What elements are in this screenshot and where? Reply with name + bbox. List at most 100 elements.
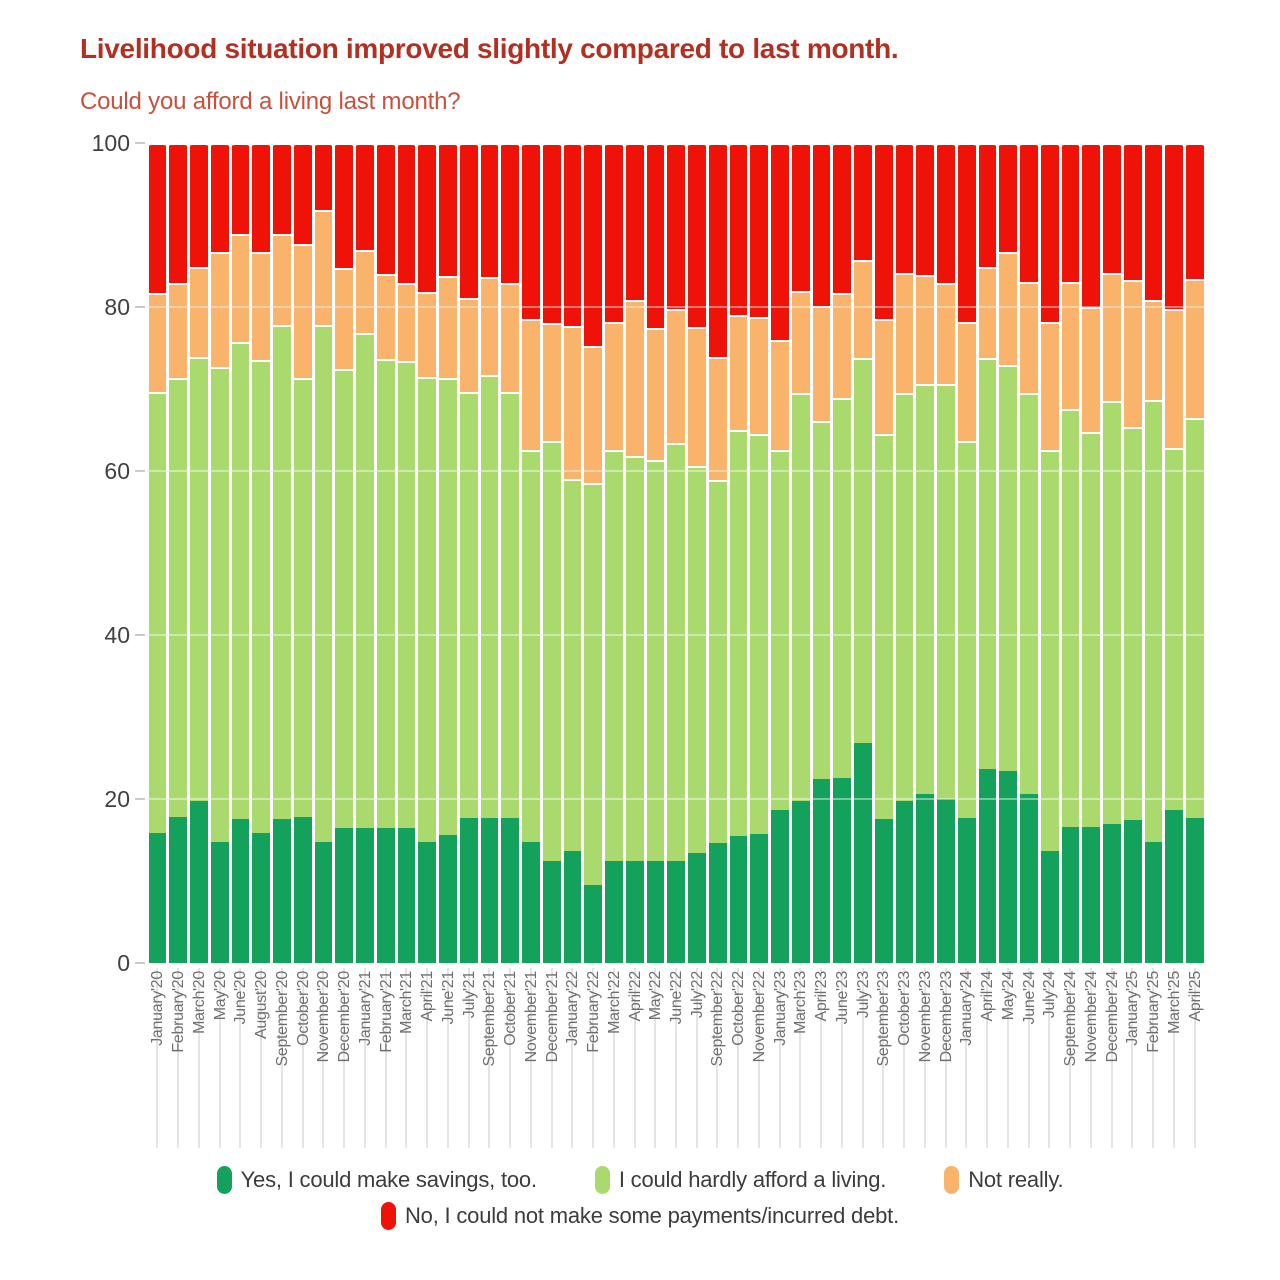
bar-segment[interactable]: [190, 266, 208, 358]
bar-segment[interactable]: [542, 861, 561, 963]
bar-segment[interactable]: [1040, 851, 1059, 963]
bar-segment[interactable]: [771, 810, 789, 963]
bar-segment[interactable]: [335, 267, 353, 369]
bar-segment[interactable]: [584, 143, 602, 347]
bar-segment[interactable]: [1103, 272, 1121, 402]
bar-segment[interactable]: [293, 243, 312, 378]
bar-December-21[interactable]: [541, 143, 562, 963]
bar-segment[interactable]: [314, 842, 333, 963]
bar-segment[interactable]: [542, 440, 561, 862]
bar-segment[interactable]: [169, 283, 187, 378]
bar-segment[interactable]: [501, 392, 519, 818]
bar-segment[interactable]: [999, 143, 1017, 253]
bar-March-22[interactable]: [604, 143, 625, 963]
bar-segment[interactable]: [625, 861, 644, 963]
bar-segment[interactable]: [335, 143, 353, 268]
bar-segment[interactable]: [1186, 817, 1204, 963]
bar-segment[interactable]: [874, 319, 893, 435]
bar-segment[interactable]: [688, 466, 706, 854]
bar-segment[interactable]: [771, 143, 789, 340]
bar-segment[interactable]: [646, 460, 665, 862]
bar-January-24[interactable]: [956, 143, 977, 963]
bar-segment[interactable]: [522, 842, 540, 963]
bar-segment[interactable]: [895, 393, 914, 802]
bar-segment[interactable]: [480, 143, 499, 277]
bar-segment[interactable]: [190, 357, 208, 801]
bar-segment[interactable]: [563, 325, 582, 480]
bar-segment[interactable]: [418, 292, 436, 377]
bar-segment[interactable]: [563, 479, 582, 851]
bar-September-23[interactable]: [873, 143, 894, 963]
bar-segment[interactable]: [210, 252, 229, 367]
bar-segment[interactable]: [522, 449, 540, 843]
bar-February-21[interactable]: [375, 143, 396, 963]
bar-September-20[interactable]: [272, 143, 293, 963]
bar-segment[interactable]: [1020, 143, 1038, 283]
bar-segment[interactable]: [563, 143, 582, 326]
bar-segment[interactable]: [439, 143, 457, 276]
bar-segment[interactable]: [376, 274, 395, 359]
bar-April-22[interactable]: [624, 143, 645, 963]
bar-segment[interactable]: [314, 143, 333, 211]
bar-segment[interactable]: [356, 333, 374, 828]
bar-segment[interactable]: [1061, 408, 1080, 827]
bar-segment[interactable]: [148, 293, 167, 393]
bar-April-21[interactable]: [417, 143, 438, 963]
bar-segment[interactable]: [854, 260, 872, 358]
bar-segment[interactable]: [459, 817, 478, 963]
bar-March-21[interactable]: [396, 143, 417, 963]
bar-segment[interactable]: [978, 769, 997, 963]
bar-September-21[interactable]: [479, 143, 500, 963]
legend-item-0[interactable]: Yes, I could make savings, too.: [216, 1166, 537, 1194]
bar-segment[interactable]: [895, 801, 914, 963]
bar-segment[interactable]: [252, 252, 270, 361]
bar-segment[interactable]: [501, 143, 519, 284]
bar-segment[interactable]: [833, 777, 851, 963]
bar-segment[interactable]: [978, 357, 997, 770]
bar-segment[interactable]: [999, 252, 1017, 366]
bar-segment[interactable]: [750, 143, 768, 317]
bar-segment[interactable]: [646, 861, 665, 963]
bar-segment[interactable]: [874, 818, 893, 963]
bar-segment[interactable]: [812, 143, 831, 307]
bar-segment[interactable]: [874, 143, 893, 320]
bar-segment[interactable]: [605, 321, 623, 450]
bar-segment[interactable]: [729, 315, 748, 431]
bar-segment[interactable]: [688, 853, 706, 963]
bar-segment[interactable]: [273, 325, 291, 819]
bar-segment[interactable]: [625, 299, 644, 457]
bar-segment[interactable]: [356, 249, 374, 334]
bar-segment[interactable]: [1040, 143, 1059, 322]
bar-segment[interactable]: [1040, 321, 1059, 450]
bar-segment[interactable]: [1082, 826, 1100, 963]
bar-segment[interactable]: [791, 393, 810, 801]
bar-segment[interactable]: [854, 357, 872, 744]
bar-segment[interactable]: [1020, 794, 1038, 963]
bar-segment[interactable]: [293, 377, 312, 818]
bar-segment[interactable]: [916, 143, 934, 276]
bar-June-21[interactable]: [438, 143, 459, 963]
bar-segment[interactable]: [418, 842, 436, 963]
bar-segment[interactable]: [439, 275, 457, 378]
bar-segment[interactable]: [397, 283, 416, 362]
bar-segment[interactable]: [646, 328, 665, 461]
bar-segment[interactable]: [1103, 143, 1121, 273]
bar-segment[interactable]: [148, 833, 167, 963]
bar-segment[interactable]: [874, 434, 893, 819]
bar-segment[interactable]: [999, 771, 1017, 963]
bar-segment[interactable]: [937, 283, 955, 385]
bar-segment[interactable]: [148, 143, 167, 294]
bar-segment[interactable]: [957, 321, 976, 441]
legend-item-3[interactable]: No, I could not make some payments/incur…: [380, 1202, 899, 1230]
bar-segment[interactable]: [397, 143, 416, 284]
bar-segment[interactable]: [1123, 143, 1142, 280]
bar-segment[interactable]: [418, 376, 436, 843]
bar-May-22[interactable]: [645, 143, 666, 963]
bar-segment[interactable]: [916, 794, 934, 963]
bar-October-22[interactable]: [728, 143, 749, 963]
bar-segment[interactable]: [833, 398, 851, 778]
bar-segment[interactable]: [791, 291, 810, 394]
bar-segment[interactable]: [729, 143, 748, 316]
bar-segment[interactable]: [480, 276, 499, 376]
bar-segment[interactable]: [169, 143, 187, 284]
